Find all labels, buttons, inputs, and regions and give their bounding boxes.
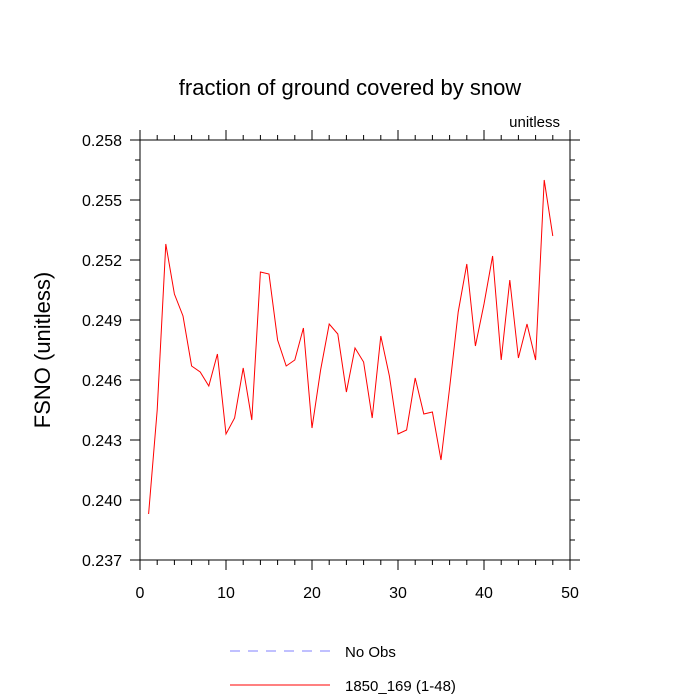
y-axis-label: FSNO (unitless)	[30, 272, 55, 428]
chart-title: fraction of ground covered by snow	[179, 75, 522, 100]
y-tick-label: 0.246	[82, 373, 122, 390]
axis-ticks	[130, 130, 580, 570]
y-tick-label: 0.255	[82, 193, 122, 210]
y-tick-label: 0.237	[82, 553, 122, 570]
y-tick-label: 0.252	[82, 253, 122, 270]
plot-frame	[139, 139, 571, 561]
units-label: unitless	[509, 114, 560, 131]
y-tick-label: 0.243	[82, 433, 122, 450]
axis-tick-labels: 0 10 20 30 40 50 0.237 0.240 0.243 0.246 0.249 0.25…	[82, 133, 579, 602]
x-tick-label: 50	[561, 585, 579, 602]
x-tick-label: 30	[389, 585, 407, 602]
y-tick-label: 0.249	[82, 313, 122, 330]
x-tick-label: 40	[475, 585, 493, 602]
y-tick-label: 0.240	[82, 493, 122, 510]
x-tick-label: 0	[136, 585, 145, 602]
x-tick-label: 20	[303, 585, 321, 602]
legend-label-1850-169: 1850_169 (1-48)	[345, 678, 456, 695]
y-tick-label: 0.258	[82, 133, 122, 150]
legend-label-no-obs: No Obs	[345, 644, 396, 661]
x-tick-label: 10	[217, 585, 235, 602]
series-line-1850-169	[148, 179, 554, 515]
legend: No Obs 1850_169 (1-48)	[230, 644, 456, 695]
series-layer	[148, 179, 554, 515]
